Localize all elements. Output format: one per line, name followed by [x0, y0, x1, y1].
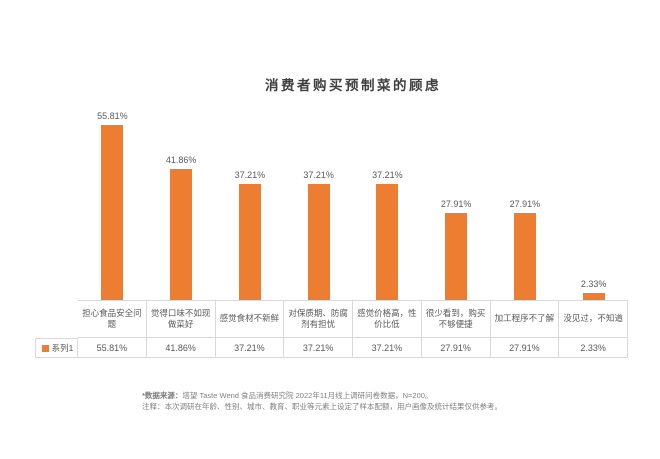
bar-column: 37.21%: [284, 110, 353, 300]
footnote-source-prefix: *数据来源：: [142, 391, 183, 400]
bar: [376, 183, 399, 300]
table-corner-cell: [35, 300, 78, 338]
bar-column: 55.81%: [78, 110, 147, 300]
data-table: 担心食品安全问题 觉得口味不如现做菜好 感觉食材不新鲜 对保质期、防腐剂有担忧 感觉价格…: [35, 300, 628, 358]
value-cell: 27.91%: [490, 338, 560, 358]
bar: [170, 168, 193, 300]
chart-title: 消费者购买预制菜的顾虑: [265, 78, 441, 93]
bar: [238, 183, 261, 300]
value-cell: 37.21%: [284, 338, 353, 358]
bar-value-label: 2.33%: [580, 278, 607, 289]
bar: [513, 212, 536, 300]
category-header-cell: 觉得口味不如现做菜好: [146, 300, 216, 338]
bar-value-label: 27.91%: [440, 198, 472, 209]
category-header-cell: 担心食品安全问题: [78, 300, 147, 338]
bar-value-label: 37.21%: [372, 169, 403, 180]
value-cell: 55.81%: [78, 338, 147, 358]
bar: [582, 292, 605, 300]
footnote-note-line: 注释：本次调研在年龄、性别、城市、教育、职业等元素上设定了样本配额，用户画像及统…: [142, 402, 502, 411]
category-header-cell: 加工程序不了解: [490, 300, 560, 338]
value-cell: 41.86%: [146, 338, 216, 358]
value-cell: 37.21%: [353, 338, 422, 358]
bar-value-label: 41.86%: [165, 154, 197, 165]
bar-column: 37.21%: [216, 110, 285, 300]
bar: [101, 125, 124, 300]
bar-column: 2.33%: [559, 110, 628, 300]
bar-value-label: 37.21%: [303, 169, 334, 180]
bar-column: 37.21%: [353, 110, 422, 300]
bar-column: 27.91%: [422, 110, 491, 300]
footnote: *数据来源：塔望 Taste Wend 食品消费研究院 2022年11月线上调研…: [142, 390, 502, 412]
bar-column: 41.86%: [147, 110, 216, 300]
category-header-cell: 没见过，不知道: [559, 300, 628, 338]
category-header-cell: 对保质期、防腐剂有担忧: [284, 300, 353, 338]
bar-value-label: 27.91%: [509, 198, 541, 209]
value-cell: 37.21%: [215, 338, 285, 358]
category-header-cell: 感觉食材不新鲜: [215, 300, 285, 338]
bar: [307, 183, 330, 300]
bar-value-label: 37.21%: [234, 169, 266, 180]
category-header-cell: 很少看到，购买不够便捷: [421, 300, 491, 338]
category-header-cell: 感觉价格高，性价比低: [353, 300, 422, 338]
value-cell: 2.33%: [559, 338, 628, 358]
bar-value-label: 55.81%: [97, 111, 128, 122]
footnote-source-text: 塔望 Taste Wend 食品消费研究院 2022年11月线上调研问卷数据，N…: [182, 391, 433, 400]
footnote-source-line: *数据来源：塔望 Taste Wend 食品消费研究院 2022年11月线上调研…: [142, 390, 502, 401]
legend-marker: [41, 344, 49, 352]
plot-area: 55.81% 41.86% 37.21% 37.21% 37.21% 27.91% 27.9…: [78, 110, 628, 300]
value-cell: 27.91%: [421, 338, 491, 358]
bar: [445, 212, 468, 300]
bar-column: 27.91%: [491, 110, 560, 300]
legend-label: 系列1: [51, 343, 74, 353]
legend-cell: 系列1: [35, 338, 78, 358]
